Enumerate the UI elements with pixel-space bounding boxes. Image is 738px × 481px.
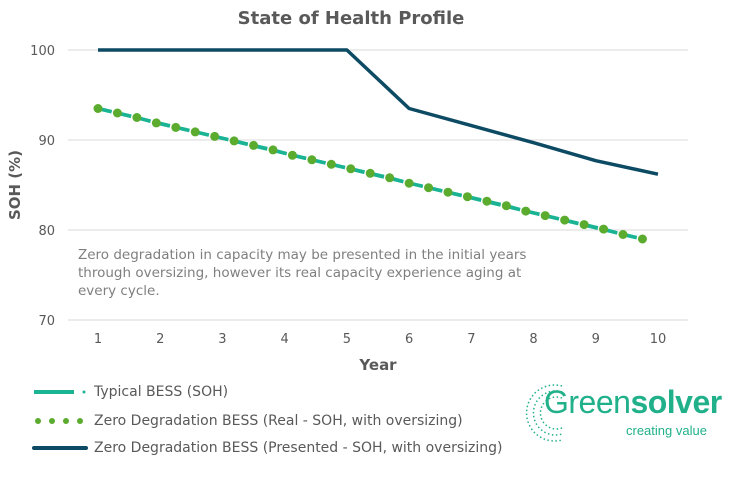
x-tick-label: 3 xyxy=(218,332,226,347)
legend-item-typical: Typical BESS (SOH) xyxy=(30,384,228,400)
data-point xyxy=(268,145,278,155)
data-point xyxy=(404,178,414,188)
chart-title: State of Health Profile xyxy=(238,8,465,29)
x-tick-label: 7 xyxy=(467,332,475,347)
data-point xyxy=(618,230,628,239)
data-point xyxy=(482,196,492,206)
data-point xyxy=(346,164,356,174)
data-point xyxy=(462,192,472,202)
data-point xyxy=(249,140,259,150)
x-tick-label: 10 xyxy=(650,332,667,347)
data-point xyxy=(579,220,589,230)
data-point xyxy=(365,168,375,178)
legend-swatch-dashed xyxy=(34,390,86,394)
y-tick-label: 100 xyxy=(30,44,55,59)
greensolver-logo: Greensolver creating value xyxy=(522,378,722,448)
data-point xyxy=(521,206,531,216)
data-point xyxy=(151,118,161,128)
data-point xyxy=(560,215,570,225)
legend-swatch-solid xyxy=(32,446,88,450)
series-line-real xyxy=(97,106,643,241)
logo-tagline: creating value xyxy=(626,423,707,438)
data-point xyxy=(93,104,103,113)
legend-label: Zero Degradation BESS (Presented - SOH, … xyxy=(94,440,503,456)
x-tick-label: 1 xyxy=(94,332,102,347)
data-point xyxy=(229,136,239,146)
data-point xyxy=(424,183,434,193)
data-point xyxy=(112,108,122,118)
legend-swatch-dotted xyxy=(35,418,83,424)
annotation-text: Zero degradation in capacity may be pres… xyxy=(78,247,527,299)
y-axis-label: SOH (%) xyxy=(6,150,24,220)
x-tick-label: 5 xyxy=(343,332,351,347)
logo-brand-bold: solver xyxy=(630,384,722,420)
data-point xyxy=(443,187,453,197)
data-point xyxy=(132,113,142,122)
x-tick-label: 8 xyxy=(529,332,537,347)
legend-label: Zero Degradation BESS (Real - SOH, with … xyxy=(94,413,463,429)
data-point xyxy=(385,173,395,183)
data-point xyxy=(599,224,609,234)
y-tick-label: 80 xyxy=(38,224,55,239)
data-point xyxy=(307,155,317,165)
legend-item-presented: Zero Degradation BESS (Presented - SOH, … xyxy=(30,440,502,456)
data-point xyxy=(171,122,181,132)
logo-wordmark: Greensolver xyxy=(544,384,722,421)
data-point xyxy=(326,159,336,169)
x-tick-label: 6 xyxy=(405,332,413,347)
data-point xyxy=(287,150,297,160)
x-tick-label: 4 xyxy=(281,332,289,347)
data-point xyxy=(190,127,200,137)
series-line-presented xyxy=(98,48,659,176)
y-tick-label: 90 xyxy=(38,134,55,149)
data-point xyxy=(501,201,511,211)
data-point xyxy=(210,131,220,141)
legend-label: Typical BESS (SOH) xyxy=(94,384,229,400)
data-point xyxy=(540,211,550,221)
x-tick-label: 2 xyxy=(156,332,164,347)
y-tick-label: 70 xyxy=(38,314,55,329)
legend-item-real: Zero Degradation BESS (Real - SOH, with … xyxy=(30,413,463,429)
x-tick-label: 9 xyxy=(592,332,600,347)
logo-swirl-icon xyxy=(525,384,563,442)
data-point xyxy=(637,234,647,244)
x-axis-label: Year xyxy=(358,356,397,374)
logo-brand-light: Green xyxy=(544,384,631,420)
